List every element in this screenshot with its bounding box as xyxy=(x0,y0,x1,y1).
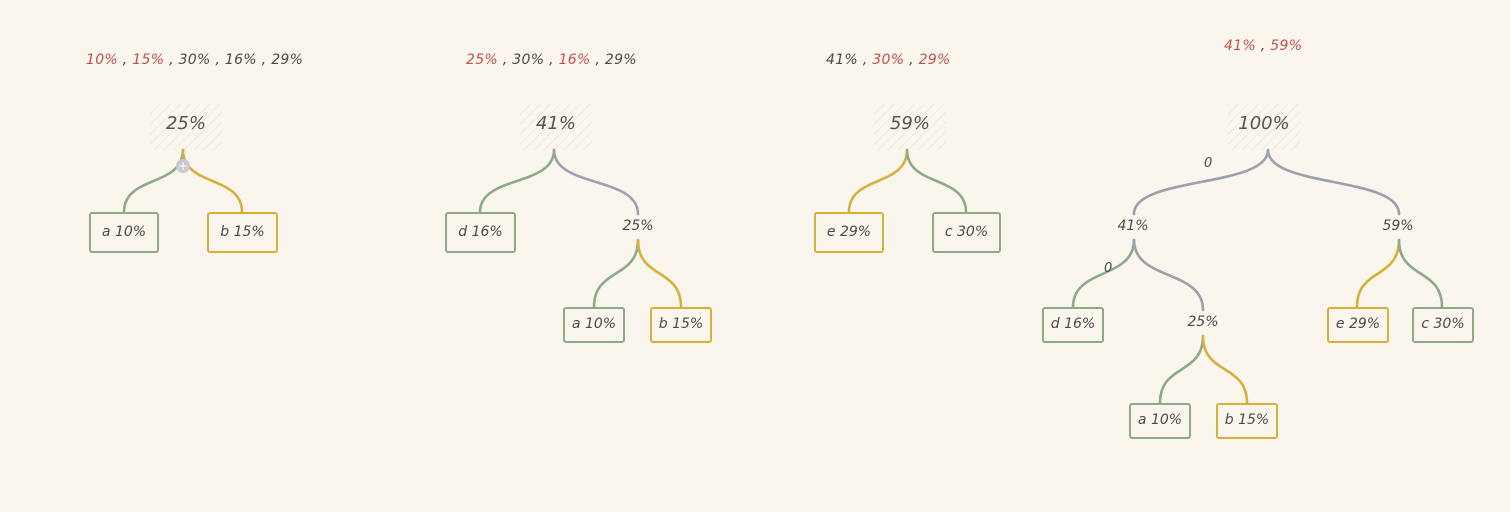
sequence-value: 10% xyxy=(86,52,119,68)
sequence-separator: , xyxy=(118,52,133,68)
root-node-step-1: 25% xyxy=(150,104,222,150)
sequence-step-1: 10% , 15% , 30% , 16% , 29% xyxy=(86,52,303,68)
sequence-value: 25% xyxy=(466,52,499,68)
sequence-separator: , xyxy=(1256,38,1271,54)
sequence-value: 29% xyxy=(918,52,951,68)
plus-icon[interactable]: + xyxy=(176,159,190,173)
leaf-node: b 15% xyxy=(650,307,712,343)
leaf-node: a 10% xyxy=(89,212,159,253)
tree-edge xyxy=(1071,238,1136,309)
sequence-step-2: 25% , 30% , 16% , 29% xyxy=(466,52,637,68)
inner-node: 41% xyxy=(1103,218,1163,234)
sequence-value: 30% xyxy=(178,52,211,68)
code-bit-label: 0 xyxy=(1204,156,1213,171)
sequence-value: 16% xyxy=(558,52,591,68)
tree-edge xyxy=(1355,238,1401,309)
tree-edge xyxy=(181,148,244,214)
sequence-separator: , xyxy=(164,52,179,68)
tree-edge xyxy=(905,148,968,214)
sequence-value: 41% xyxy=(826,52,859,68)
sequence-separator: , xyxy=(544,52,559,68)
tree-edge xyxy=(1158,334,1205,405)
tree-edge xyxy=(592,238,640,309)
tree-edge xyxy=(1201,334,1249,405)
root-node-step-4: 100% xyxy=(1228,104,1300,150)
sequence-value: 41% xyxy=(1224,38,1257,54)
tree-edge xyxy=(122,148,185,214)
leaf-node: c 30% xyxy=(1412,307,1474,343)
sequence-value: 15% xyxy=(132,52,165,68)
tree-edge xyxy=(636,238,683,309)
sequence-step-4: 41% , 59% xyxy=(1224,38,1302,54)
tree-edge xyxy=(478,148,556,214)
leaf-node: e 29% xyxy=(1327,307,1389,343)
sequence-separator: , xyxy=(256,52,272,68)
sequence-value: 29% xyxy=(604,52,637,68)
tree-edge xyxy=(1132,148,1270,216)
inner-node: 59% xyxy=(1368,218,1428,234)
sequence-separator: , xyxy=(590,52,605,68)
inner-node: 25% xyxy=(608,218,668,234)
sequence-step-3: 41% , 30% , 29% xyxy=(826,52,951,68)
code-bit-label: 0 xyxy=(1104,261,1113,276)
tree-edge xyxy=(1132,238,1205,312)
leaf-node: a 10% xyxy=(563,307,625,343)
leaf-node: b 15% xyxy=(1216,403,1278,439)
sequence-value: 30% xyxy=(872,52,905,68)
sequence-value: 59% xyxy=(1270,38,1303,54)
sequence-separator: , xyxy=(498,52,513,68)
sequence-value: 16% xyxy=(224,52,257,68)
sequence-value: 29% xyxy=(271,52,304,68)
leaf-node: a 10% xyxy=(1129,403,1191,439)
leaf-node: c 30% xyxy=(932,212,1001,253)
leaf-node: d 16% xyxy=(1042,307,1104,343)
sequence-separator: , xyxy=(210,52,225,68)
tree-edge xyxy=(552,148,640,216)
root-node-step-2: 41% xyxy=(520,104,592,150)
sequence-value: 30% xyxy=(512,52,545,68)
leaf-node: e 29% xyxy=(814,212,884,253)
sequence-separator: , xyxy=(858,52,873,68)
inner-node: 25% xyxy=(1173,314,1233,330)
leaf-node: b 15% xyxy=(207,212,278,253)
tree-edge xyxy=(847,148,909,214)
leaf-node: d 16% xyxy=(445,212,516,253)
tree-edge xyxy=(1266,148,1401,216)
tree-edge xyxy=(1397,238,1444,309)
sequence-separator: , xyxy=(904,52,919,68)
root-node-step-3: 59% xyxy=(874,104,946,150)
